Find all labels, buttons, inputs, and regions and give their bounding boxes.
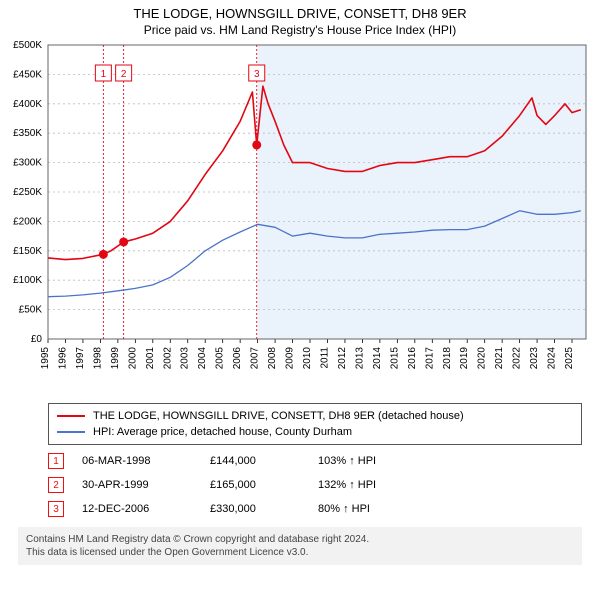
svg-text:2000: 2000 — [127, 347, 138, 370]
svg-text:2014: 2014 — [372, 347, 383, 370]
svg-text:2020: 2020 — [477, 347, 488, 370]
svg-text:2021: 2021 — [494, 347, 505, 370]
table-row: 3 12-DEC-2006 £330,000 80% ↑ HPI — [48, 497, 582, 521]
svg-text:2019: 2019 — [459, 347, 470, 370]
svg-text:£450K: £450K — [13, 69, 42, 80]
svg-text:1996: 1996 — [57, 347, 68, 370]
legend: THE LODGE, HOWNSGILL DRIVE, CONSETT, DH8… — [48, 403, 582, 445]
svg-text:1997: 1997 — [75, 347, 86, 370]
sale-price: £144,000 — [210, 455, 300, 467]
page-subtitle: Price paid vs. HM Land Registry's House … — [0, 23, 600, 37]
svg-text:1998: 1998 — [92, 347, 103, 370]
svg-text:£0: £0 — [31, 334, 43, 345]
sale-marker-icon: 1 — [48, 453, 64, 469]
table-row: 1 06-MAR-1998 £144,000 103% ↑ HPI — [48, 449, 582, 473]
svg-text:2008: 2008 — [267, 347, 278, 370]
legend-swatch — [57, 431, 85, 433]
svg-text:2016: 2016 — [407, 347, 418, 370]
svg-text:2010: 2010 — [302, 347, 313, 370]
svg-text:£300K: £300K — [13, 158, 42, 169]
svg-text:2011: 2011 — [319, 347, 330, 369]
svg-text:2002: 2002 — [162, 347, 173, 370]
svg-text:2013: 2013 — [354, 347, 365, 370]
svg-text:2003: 2003 — [180, 347, 191, 370]
svg-text:2001: 2001 — [145, 347, 156, 370]
sale-pct: 103% ↑ HPI — [318, 455, 428, 467]
sale-pct: 132% ↑ HPI — [318, 479, 428, 491]
sale-date: 30-APR-1999 — [82, 479, 192, 491]
svg-text:£400K: £400K — [13, 99, 42, 110]
svg-text:£200K: £200K — [13, 216, 42, 227]
svg-text:2005: 2005 — [215, 347, 226, 370]
svg-text:2: 2 — [121, 69, 127, 80]
svg-text:2024: 2024 — [547, 347, 558, 370]
legend-item: THE LODGE, HOWNSGILL DRIVE, CONSETT, DH8… — [57, 408, 573, 424]
sale-price: £330,000 — [210, 503, 300, 515]
svg-text:£350K: £350K — [13, 128, 42, 139]
footnote: Contains HM Land Registry data © Crown c… — [18, 527, 582, 565]
footnote-line: This data is licensed under the Open Gov… — [26, 546, 574, 559]
sale-date: 12-DEC-2006 — [82, 503, 192, 515]
svg-text:3: 3 — [254, 69, 260, 80]
svg-text:£500K: £500K — [13, 40, 42, 51]
sale-marker-icon: 2 — [48, 477, 64, 493]
sale-pct: 80% ↑ HPI — [318, 503, 428, 515]
page-title: THE LODGE, HOWNSGILL DRIVE, CONSETT, DH8… — [0, 6, 600, 21]
svg-text:£100K: £100K — [13, 275, 42, 286]
sale-price: £165,000 — [210, 479, 300, 491]
svg-text:£50K: £50K — [19, 305, 43, 316]
svg-text:£150K: £150K — [13, 246, 42, 257]
legend-label: HPI: Average price, detached house, Coun… — [93, 426, 352, 438]
svg-text:2012: 2012 — [337, 347, 348, 370]
svg-text:£250K: £250K — [13, 187, 42, 198]
svg-text:2025: 2025 — [564, 347, 575, 370]
svg-text:2023: 2023 — [529, 347, 540, 370]
svg-text:2015: 2015 — [389, 347, 400, 370]
price-chart: £0 £50K £100K £150K £200K £250K £300K £350K £400… — [0, 37, 600, 397]
svg-text:2004: 2004 — [197, 347, 208, 370]
svg-text:2022: 2022 — [512, 347, 523, 370]
svg-text:2006: 2006 — [232, 347, 243, 370]
footnote-line: Contains HM Land Registry data © Crown c… — [26, 533, 574, 546]
sale-marker-icon: 3 — [48, 501, 64, 517]
svg-text:1: 1 — [101, 69, 107, 80]
svg-text:1999: 1999 — [110, 347, 121, 370]
svg-text:2009: 2009 — [285, 347, 296, 370]
sale-date: 06-MAR-1998 — [82, 455, 192, 467]
legend-swatch — [57, 415, 85, 417]
svg-text:1995: 1995 — [40, 347, 51, 370]
legend-label: THE LODGE, HOWNSGILL DRIVE, CONSETT, DH8… — [93, 410, 464, 422]
svg-text:2018: 2018 — [442, 347, 453, 370]
svg-text:2007: 2007 — [250, 347, 261, 370]
legend-item: HPI: Average price, detached house, Coun… — [57, 424, 573, 440]
table-row: 2 30-APR-1999 £165,000 132% ↑ HPI — [48, 473, 582, 497]
svg-text:2017: 2017 — [424, 347, 435, 370]
sales-table: 1 06-MAR-1998 £144,000 103% ↑ HPI 2 30-A… — [48, 449, 582, 521]
